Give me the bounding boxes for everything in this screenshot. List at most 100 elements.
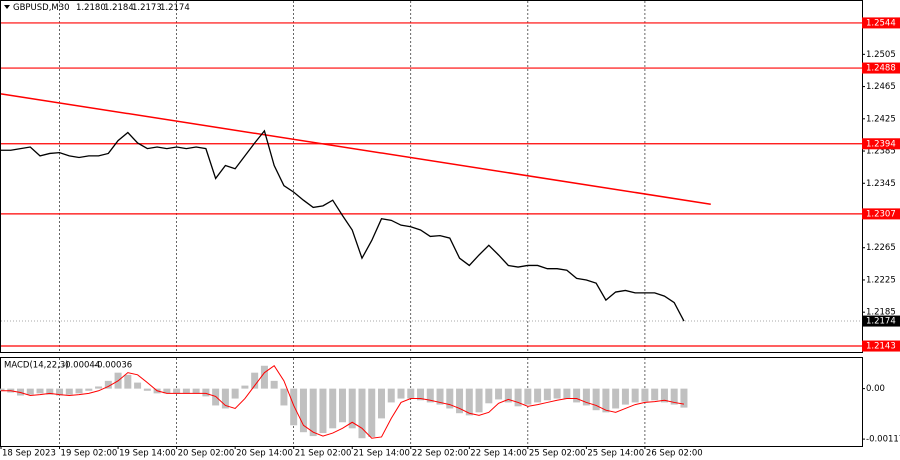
x-tick-label: 21 Sep 02:00 — [295, 449, 352, 459]
level-label: 1.2143 — [866, 342, 896, 352]
macd-signal-value: -0.00036 — [94, 361, 132, 371]
macd-bar — [612, 388, 620, 409]
macd-bar — [651, 388, 659, 401]
level-label: 1.2488 — [866, 64, 896, 74]
last-price-label: 1.2174 — [866, 317, 896, 327]
x-tick-label: 25 Sep 14:00 — [587, 449, 644, 459]
macd-bar — [290, 388, 298, 426]
x-tick-label: 19 Sep 14:00 — [119, 449, 176, 459]
macd-bar — [417, 388, 425, 401]
y-tick-label: 1.2225 — [866, 275, 896, 285]
menu-triangle — [4, 5, 10, 9]
macd-bar — [426, 388, 434, 403]
macd-bar — [446, 388, 454, 409]
macd-bar — [368, 388, 376, 437]
macd-bar — [260, 365, 268, 389]
macd-bar — [85, 388, 93, 391]
macd-title: MACD(14,22,3) — [4, 361, 69, 371]
level-label-box — [862, 340, 900, 352]
macd-bar — [534, 388, 542, 403]
y-tick-label: 1.2345 — [866, 179, 896, 189]
macd-bar — [309, 388, 317, 437]
macd-bar — [36, 388, 44, 394]
macd-bar — [348, 388, 356, 429]
ohlc-high: 1.2184 — [104, 3, 134, 13]
macd-bar — [270, 380, 278, 389]
macd-bar — [465, 388, 473, 416]
macd-bar — [46, 388, 54, 395]
y-tick-label: 1.2185 — [866, 308, 896, 318]
macd-bar — [573, 388, 581, 403]
macd-bar — [563, 388, 571, 399]
macd-bar — [0, 388, 5, 391]
macd-bar — [436, 388, 444, 405]
last-price-box — [862, 315, 900, 327]
macd-bar — [134, 382, 142, 389]
macd-bar — [504, 388, 512, 403]
macd-bar — [495, 388, 503, 400]
x-tick-label: 22 Sep 02:00 — [412, 449, 469, 459]
macd-bar — [173, 388, 181, 394]
macd-bar — [407, 388, 415, 399]
macd-bar — [387, 388, 395, 403]
macd-bar — [602, 388, 610, 413]
x-tick-label: 19 Sep 02:00 — [61, 449, 118, 459]
y-tick-label: 1.2465 — [866, 82, 896, 92]
x-tick-label: 22 Sep 14:00 — [470, 449, 527, 459]
macd-bar — [192, 388, 200, 394]
macd-bar — [543, 388, 551, 401]
macd-bar — [319, 388, 327, 434]
macd-bar — [680, 388, 688, 408]
y-tick-label: 1.2385 — [866, 147, 896, 157]
macd-bar — [338, 388, 346, 423]
symbol-title: GBPUSD,M30 — [13, 3, 70, 13]
price-panel — [0, 0, 863, 353]
trend-line — [0, 93, 711, 205]
macd-bar — [329, 388, 337, 429]
ohlc-open: 1.2180 — [76, 3, 106, 13]
y-tick-label: 1.2505 — [866, 50, 896, 60]
level-label: 1.2394 — [866, 139, 896, 149]
macd-bar — [104, 380, 112, 389]
macd-bar — [280, 388, 288, 406]
y-tick-label: -0.00117 — [866, 435, 900, 445]
level-label: 1.2307 — [866, 209, 896, 219]
macd-bar — [65, 388, 73, 395]
macd-bar — [124, 374, 132, 389]
macd-bar — [621, 388, 629, 405]
macd-bar — [553, 388, 561, 399]
level-label-box — [862, 62, 900, 74]
level-label: 1.2544 — [866, 18, 896, 28]
ohlc-close: 1.2174 — [160, 3, 190, 13]
ohlc-low: 1.2173 — [132, 3, 162, 13]
price-line — [1, 129, 685, 322]
macd-bar — [56, 388, 64, 396]
macd-bar — [26, 388, 34, 395]
x-tick-label: 20 Sep 14:00 — [236, 449, 293, 459]
macd-bar — [631, 388, 639, 403]
macd-bar — [397, 388, 405, 399]
macd-bar — [95, 386, 103, 389]
macd-bar — [202, 388, 210, 397]
macd-bar — [660, 388, 668, 403]
x-tick-label: 25 Sep 02:00 — [529, 449, 586, 459]
macd-bar — [231, 388, 239, 399]
macd-bar — [182, 388, 190, 394]
macd-bar — [143, 388, 151, 391]
macd-bar — [299, 388, 307, 433]
macd-bar — [163, 388, 171, 394]
x-tick-label: 26 Sep 02:00 — [646, 449, 703, 459]
macd-bar — [514, 388, 522, 407]
macd-bar — [377, 388, 385, 419]
macd-bar — [592, 388, 600, 411]
macd-bar — [582, 388, 590, 406]
x-tick-label: 21 Sep 14:00 — [353, 449, 410, 459]
macd-main-value: -0.00044 — [62, 361, 100, 371]
macd-bar — [75, 388, 83, 394]
y-tick-label: 1.2265 — [866, 243, 896, 253]
macd-bar — [475, 388, 483, 413]
signal-line — [1, 365, 685, 439]
level-label-box — [862, 138, 900, 150]
